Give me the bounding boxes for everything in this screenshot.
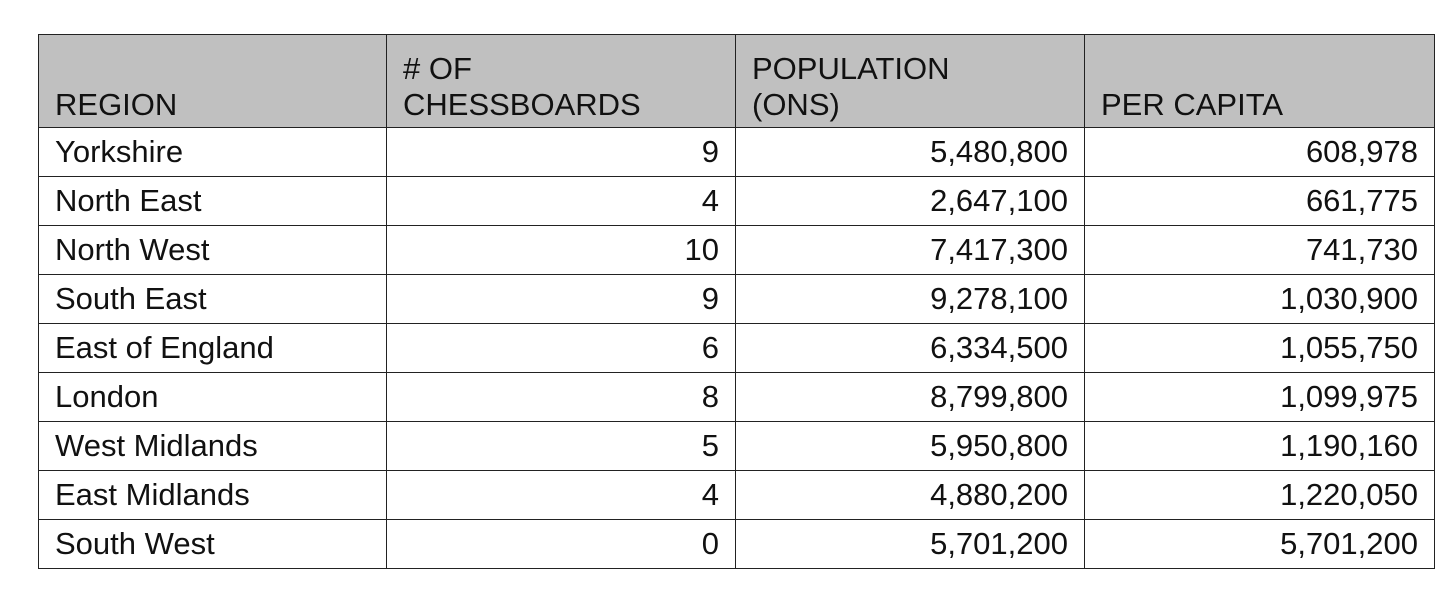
table-cell: 4 bbox=[386, 470, 736, 520]
table-cell: 4 bbox=[386, 176, 736, 226]
table-row: South West 0 5,701,200 5,701,200 bbox=[38, 519, 1435, 569]
table-cell: 5,480,800 bbox=[735, 127, 1085, 177]
table-cell: 9 bbox=[386, 274, 736, 324]
table-row: East of England 6 6,334,500 1,055,750 bbox=[38, 323, 1435, 373]
table-cell: 5 bbox=[386, 421, 736, 471]
table-row: West Midlands 5 5,950,800 1,190,160 bbox=[38, 421, 1435, 471]
column-header: POPULATION (ONS) bbox=[735, 34, 1085, 128]
table-cell: 1,190,160 bbox=[1084, 421, 1435, 471]
table-cell: 741,730 bbox=[1084, 225, 1435, 275]
table-cell: 8,799,800 bbox=[735, 372, 1085, 422]
table-cell: East Midlands bbox=[38, 470, 387, 520]
table-cell: 8 bbox=[386, 372, 736, 422]
table-cell: North West bbox=[38, 225, 387, 275]
table-cell: 4,880,200 bbox=[735, 470, 1085, 520]
table-cell: South East bbox=[38, 274, 387, 324]
table-cell: 6 bbox=[386, 323, 736, 373]
table-cell: 1,099,975 bbox=[1084, 372, 1435, 422]
table-row: Yorkshire 9 5,480,800 608,978 bbox=[38, 127, 1435, 177]
table-row: North West 10 7,417,300 741,730 bbox=[38, 225, 1435, 275]
column-header: # OF CHESSBOARDS bbox=[386, 34, 736, 128]
table-cell: 10 bbox=[386, 225, 736, 275]
table-cell: 2,647,100 bbox=[735, 176, 1085, 226]
table-row: South East 9 9,278,100 1,030,900 bbox=[38, 274, 1435, 324]
table-cell: South West bbox=[38, 519, 387, 569]
table-cell: West Midlands bbox=[38, 421, 387, 471]
table-cell: 5,701,200 bbox=[735, 519, 1085, 569]
data-table: REGION # OF CHESSBOARDS POPULATION (ONS) PE… bbox=[38, 34, 1435, 569]
table-row: London 8 8,799,800 1,099,975 bbox=[38, 372, 1435, 422]
table-cell: 6,334,500 bbox=[735, 323, 1085, 373]
table-body: Yorkshire 9 5,480,800 608,978 North East 4 2,6… bbox=[38, 127, 1435, 569]
table-cell: 1,055,750 bbox=[1084, 323, 1435, 373]
table-row: East Midlands 4 4,880,200 1,220,050 bbox=[38, 470, 1435, 520]
table-cell: 661,775 bbox=[1084, 176, 1435, 226]
table-cell: 7,417,300 bbox=[735, 225, 1085, 275]
table-row: North East 4 2,647,100 661,775 bbox=[38, 176, 1435, 226]
table-cell: 1,220,050 bbox=[1084, 470, 1435, 520]
table-cell: 5,701,200 bbox=[1084, 519, 1435, 569]
table-cell: North East bbox=[38, 176, 387, 226]
column-header: REGION bbox=[38, 34, 387, 128]
table-cell: London bbox=[38, 372, 387, 422]
column-header: PER CAPITA bbox=[1084, 34, 1435, 128]
table-cell: Yorkshire bbox=[38, 127, 387, 177]
table-cell: 608,978 bbox=[1084, 127, 1435, 177]
header-row: REGION # OF CHESSBOARDS POPULATION (ONS) PE… bbox=[38, 34, 1435, 128]
table-cell: 0 bbox=[386, 519, 736, 569]
table-head: REGION # OF CHESSBOARDS POPULATION (ONS) PE… bbox=[38, 34, 1435, 128]
table-cell: 9,278,100 bbox=[735, 274, 1085, 324]
table-cell: 9 bbox=[386, 127, 736, 177]
table-cell: 1,030,900 bbox=[1084, 274, 1435, 324]
table-cell: 5,950,800 bbox=[735, 421, 1085, 471]
table-cell: East of England bbox=[38, 323, 387, 373]
